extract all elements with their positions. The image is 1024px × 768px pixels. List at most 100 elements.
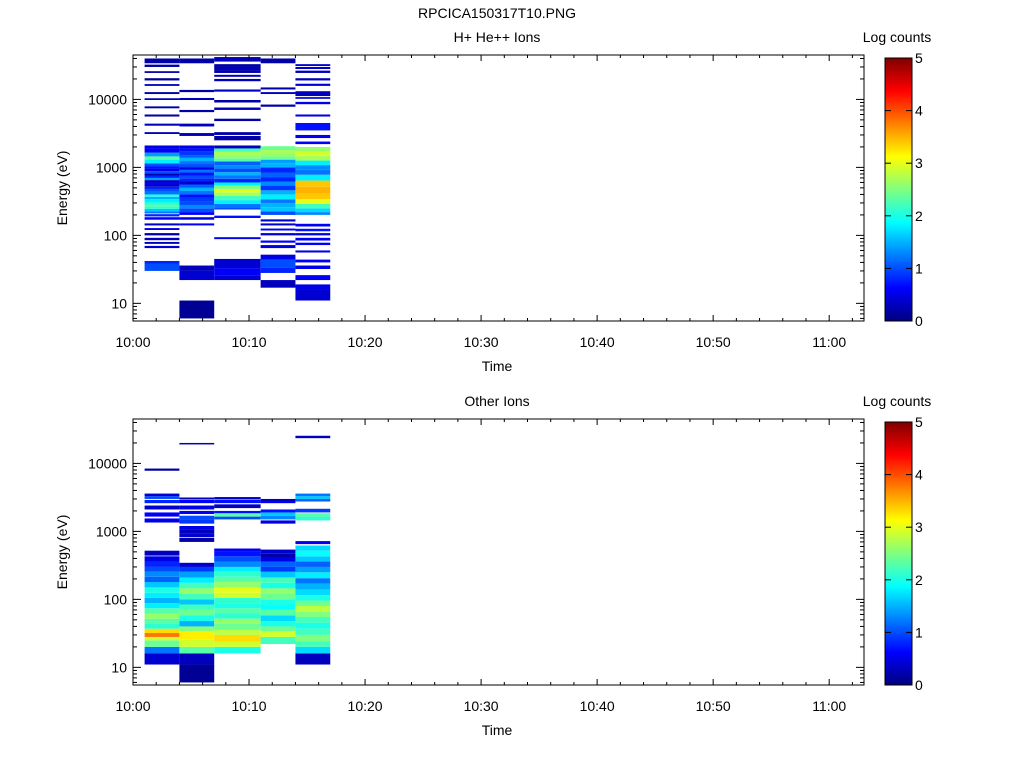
spectrogram-cell bbox=[260, 621, 296, 627]
spectrogram-cell bbox=[214, 641, 261, 647]
spectrogram-cell bbox=[214, 497, 261, 500]
spectrogram-cell bbox=[179, 133, 215, 136]
x-tick-label: 10:50 bbox=[696, 334, 731, 350]
spectrogram-cell bbox=[179, 151, 215, 156]
spectrogram-cell bbox=[295, 250, 331, 253]
spectrogram-cell bbox=[260, 604, 296, 610]
spectrogram-cell bbox=[214, 608, 261, 614]
spectrogram-cell bbox=[144, 628, 180, 634]
spectrogram-cell bbox=[144, 201, 180, 205]
spectrogram-cell bbox=[214, 172, 261, 176]
spectrogram-cell bbox=[179, 562, 215, 567]
spectrogram-cell bbox=[214, 548, 261, 552]
spectrogram-cell bbox=[214, 66, 261, 71]
spectrogram-cell bbox=[260, 561, 296, 567]
y-axis-label: Energy (eV) bbox=[54, 151, 70, 226]
y-tick-label: 10000 bbox=[88, 91, 127, 107]
spectrogram-cell bbox=[214, 200, 261, 204]
spectrogram-cell bbox=[295, 237, 331, 241]
spectrogram-cell bbox=[260, 259, 296, 268]
spectrogram-cell bbox=[179, 109, 215, 113]
spectrogram-cell bbox=[214, 629, 261, 635]
spectrogram-cell bbox=[260, 181, 296, 186]
spectrogram-cell bbox=[214, 510, 261, 514]
spectrogram-cell bbox=[260, 500, 296, 504]
spectrogram-cell bbox=[144, 84, 180, 86]
spectrogram-cell bbox=[144, 214, 180, 217]
spectrogram-cell bbox=[260, 199, 296, 203]
spectrogram-cell bbox=[179, 194, 215, 198]
spectrogram-cell bbox=[179, 519, 215, 524]
spectrogram-cell bbox=[179, 615, 215, 622]
colorbar-tick-label: 2 bbox=[915, 208, 923, 224]
x-tick-label: 10:40 bbox=[580, 334, 615, 350]
spectrogram-cell bbox=[144, 92, 180, 95]
spectrogram-cell bbox=[179, 167, 215, 170]
spectrogram-cell bbox=[179, 208, 215, 213]
spectrogram-cell bbox=[260, 240, 296, 243]
spectrogram-cell bbox=[179, 169, 215, 173]
spectrogram-cell bbox=[144, 245, 180, 249]
x-axis-label: Time bbox=[482, 358, 513, 374]
x-tick-label: 10:30 bbox=[464, 334, 499, 350]
x-tick-label: 10:20 bbox=[348, 334, 383, 350]
colorbar-tick-label: 3 bbox=[915, 155, 923, 171]
spectrogram-cell bbox=[179, 499, 215, 504]
x-tick-label: 10:00 bbox=[115, 698, 150, 714]
spectrogram-cell bbox=[260, 223, 296, 226]
spectrogram-cell bbox=[295, 284, 331, 290]
spectrogram-cell bbox=[295, 493, 331, 497]
colorbar-tick-label: 5 bbox=[915, 414, 923, 430]
spectrogram-cell bbox=[144, 71, 180, 73]
spectrogram-cell bbox=[144, 597, 180, 604]
y-tick-label: 100 bbox=[104, 227, 128, 243]
spectrogram-cell bbox=[179, 161, 215, 165]
x-tick-label: 10:00 bbox=[115, 334, 150, 350]
spectrogram-cell bbox=[179, 201, 215, 205]
spectrogram-cell bbox=[179, 593, 215, 600]
spectrogram-cell bbox=[295, 203, 331, 209]
spectrogram-cell bbox=[295, 64, 331, 67]
colorbar: Log counts 0 1 2 3 4 5 bbox=[863, 29, 932, 329]
spectrogram-cell bbox=[179, 577, 215, 583]
spectrogram-cell bbox=[260, 92, 296, 95]
spectrogram-cell bbox=[295, 583, 331, 590]
spectrogram-cell bbox=[144, 106, 180, 109]
spectrogram-cell bbox=[214, 582, 261, 588]
spectrogram-cell bbox=[295, 572, 331, 579]
spectrogram-cell bbox=[179, 497, 215, 500]
spectrogram-cell bbox=[144, 512, 180, 517]
spectrogram-cell bbox=[214, 634, 261, 642]
spectrogram-cell bbox=[260, 153, 296, 157]
spectrogram-cell bbox=[260, 211, 296, 215]
spectrogram-cell bbox=[144, 636, 180, 641]
spectrogram-cell bbox=[295, 435, 331, 439]
y-axis: 10 100 1000 10000 bbox=[88, 421, 864, 683]
spectrogram-cell bbox=[295, 134, 331, 139]
spectrogram-cell bbox=[179, 588, 215, 594]
spectrogram-cell bbox=[260, 520, 296, 524]
spectrogram-cell bbox=[260, 509, 296, 513]
spectrogram-cell bbox=[214, 175, 261, 179]
colorbar-tick-label: 5 bbox=[915, 50, 923, 66]
colorbar-gradient bbox=[884, 421, 913, 686]
spectrogram-cell bbox=[295, 155, 331, 161]
spectrogram-cell bbox=[144, 241, 180, 244]
spectrogram-cell bbox=[144, 171, 180, 174]
spectrogram-cells bbox=[144, 435, 331, 683]
x-axis: 10:00 10:10 10:20 10:30 10:40 10:50 11:00 bbox=[115, 55, 853, 350]
spectrogram-cell bbox=[214, 89, 261, 92]
spectrogram-cell bbox=[260, 185, 296, 191]
spectrogram-cell bbox=[144, 177, 180, 181]
spectrogram-cell bbox=[295, 622, 331, 629]
spectrogram-cell bbox=[260, 245, 296, 249]
spectrogram-cell bbox=[260, 582, 296, 589]
spectrogram-cell bbox=[179, 97, 215, 101]
colorbar-tick-label: 0 bbox=[915, 313, 923, 329]
spectrogram-cell bbox=[179, 265, 215, 271]
spectrogram-cell bbox=[144, 123, 180, 126]
spectrogram-cell bbox=[214, 268, 261, 276]
spectrogram-cell bbox=[214, 189, 261, 193]
spectrogram-cell bbox=[144, 156, 180, 160]
spectrogram-cell bbox=[295, 605, 331, 612]
